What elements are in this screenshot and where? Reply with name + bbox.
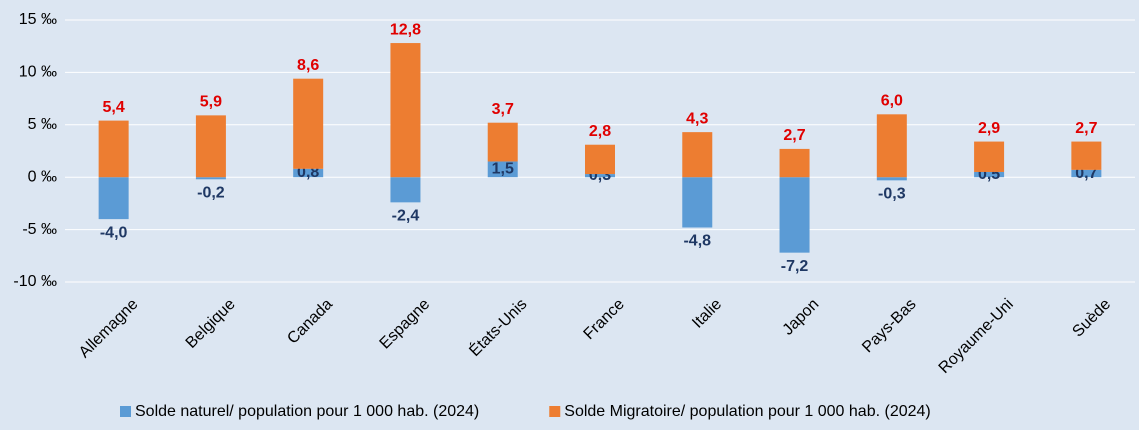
y-tick-label: 15 ‰ [19, 11, 57, 28]
bar [487, 122, 518, 162]
x-tick-label: Espagne [377, 296, 434, 353]
data-label: 6,0 [881, 93, 903, 110]
bar [974, 171, 1005, 178]
data-label: 12,8 [390, 21, 421, 38]
bar [876, 114, 907, 178]
x-tick-label: États-Unis [465, 294, 531, 360]
legend-swatch [549, 406, 561, 417]
bar [195, 115, 226, 178]
data-label: 2,7 [1075, 120, 1097, 137]
y-tick-label: 5 ‰ [28, 116, 57, 133]
x-tick-label: Italie [689, 296, 725, 332]
data-label: 2,9 [978, 120, 1000, 137]
bar [974, 141, 1005, 172]
bar [390, 43, 421, 178]
data-label: -0,2 [197, 185, 225, 202]
data-label: 5,4 [103, 99, 125, 116]
y-tick-label: -5 ‰ [22, 221, 57, 238]
x-tick-label: Suède [1069, 296, 1114, 341]
bar [390, 177, 421, 203]
data-label: 2,8 [589, 123, 611, 140]
y-tick-label: -10 ‰ [13, 273, 57, 290]
data-label: 4,3 [686, 110, 708, 127]
y-tick-label: 0 ‰ [28, 168, 57, 185]
bar [1071, 141, 1102, 170]
data-label: 5,9 [200, 94, 222, 111]
x-tick-label: Canada [284, 296, 336, 348]
bar [779, 148, 810, 178]
bar [779, 177, 810, 253]
bar [98, 120, 129, 178]
legend-swatch [120, 406, 131, 417]
data-label: 8,6 [297, 57, 319, 74]
bar [585, 174, 615, 178]
bar [487, 161, 518, 178]
data-label: 1,5 [492, 161, 514, 178]
data-label: -2,4 [392, 208, 420, 225]
data-label: -0,3 [878, 186, 906, 203]
bar [98, 177, 129, 220]
legend-label: Solde naturel/ population pour 1 000 hab… [135, 403, 479, 420]
data-label: -7,2 [781, 258, 809, 275]
bar [293, 168, 324, 178]
bar [1071, 169, 1102, 178]
data-label: 3,7 [492, 101, 514, 118]
y-tick-label: 10 ‰ [19, 64, 57, 81]
data-label: -4,0 [100, 224, 128, 241]
x-tick-label: Pays-Bas [859, 296, 919, 356]
bar [585, 144, 615, 175]
x-tick-label: Royaume-Uni [936, 296, 1017, 377]
legend-label: Solde Migratoire/ population pour 1 000 … [564, 403, 930, 420]
bar [682, 132, 713, 178]
x-tick-label: Belgique [183, 296, 239, 352]
bar [293, 78, 324, 169]
bar [195, 177, 226, 180]
bar [876, 177, 907, 181]
x-tick-label: France [581, 296, 628, 343]
data-label: 2,7 [783, 127, 805, 144]
x-tick-label: Japon [780, 296, 823, 339]
x-tick-label: Allemagne [76, 296, 142, 362]
bar [682, 177, 713, 228]
data-label: -4,8 [683, 233, 711, 250]
